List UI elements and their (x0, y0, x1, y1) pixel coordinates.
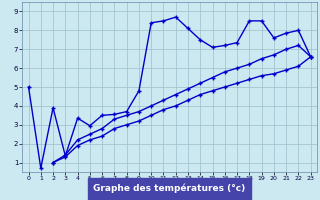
X-axis label: Graphe des températures (°c): Graphe des températures (°c) (93, 184, 246, 193)
